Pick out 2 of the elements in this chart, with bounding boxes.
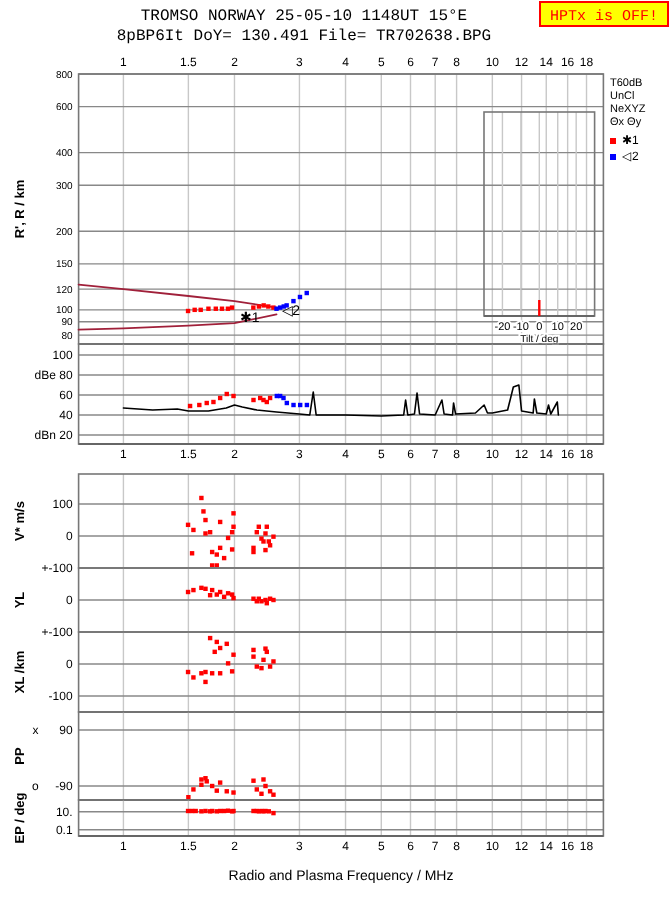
chart-title: TROMSO NORWAY 25-05-10 1148UT 15°E bbox=[140, 8, 468, 26]
chart-subtitle: 8pBP6It DoY= 130.491 File= TR702638.BPG bbox=[116, 28, 492, 46]
